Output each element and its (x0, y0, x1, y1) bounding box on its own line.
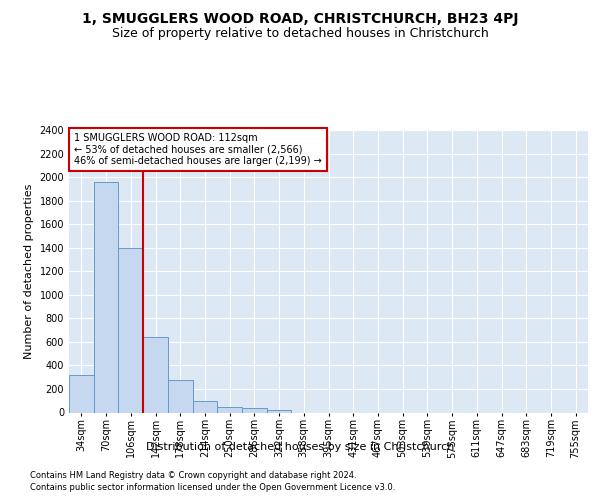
Text: Contains public sector information licensed under the Open Government Licence v3: Contains public sector information licen… (30, 483, 395, 492)
Text: Contains HM Land Registry data © Crown copyright and database right 2024.: Contains HM Land Registry data © Crown c… (30, 472, 356, 480)
Text: 1 SMUGGLERS WOOD ROAD: 112sqm
← 53% of detached houses are smaller (2,566)
46% o: 1 SMUGGLERS WOOD ROAD: 112sqm ← 53% of d… (74, 133, 322, 166)
Bar (217, 406, 242, 412)
Bar (168, 380, 193, 412)
Bar (267, 410, 292, 412)
Bar (69, 375, 94, 412)
Bar (143, 337, 168, 412)
Bar (242, 408, 267, 412)
Bar (193, 400, 217, 412)
Bar (118, 248, 143, 412)
Text: Size of property relative to detached houses in Christchurch: Size of property relative to detached ho… (112, 28, 488, 40)
Text: Distribution of detached houses by size in Christchurch: Distribution of detached houses by size … (146, 442, 454, 452)
Y-axis label: Number of detached properties: Number of detached properties (24, 184, 34, 359)
Text: 1, SMUGGLERS WOOD ROAD, CHRISTCHURCH, BH23 4PJ: 1, SMUGGLERS WOOD ROAD, CHRISTCHURCH, BH… (82, 12, 518, 26)
Bar (94, 182, 118, 412)
